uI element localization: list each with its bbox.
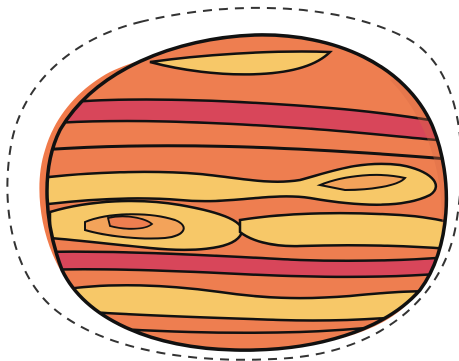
band-top-light: [149, 50, 333, 76]
planet-outline: [45, 33, 449, 352]
swirl-eye: [106, 215, 154, 230]
jupiter-planet-icon: [47, 34, 447, 351]
band-swirl-light: [47, 162, 437, 207]
swirl-accent-right: [316, 173, 407, 192]
band-wide-right: [238, 211, 447, 252]
band-red-upper: [47, 98, 447, 144]
dashed-cut-line: [6, 6, 459, 361]
band-red-lower: [47, 250, 447, 279]
band-dark-line: [47, 144, 447, 162]
